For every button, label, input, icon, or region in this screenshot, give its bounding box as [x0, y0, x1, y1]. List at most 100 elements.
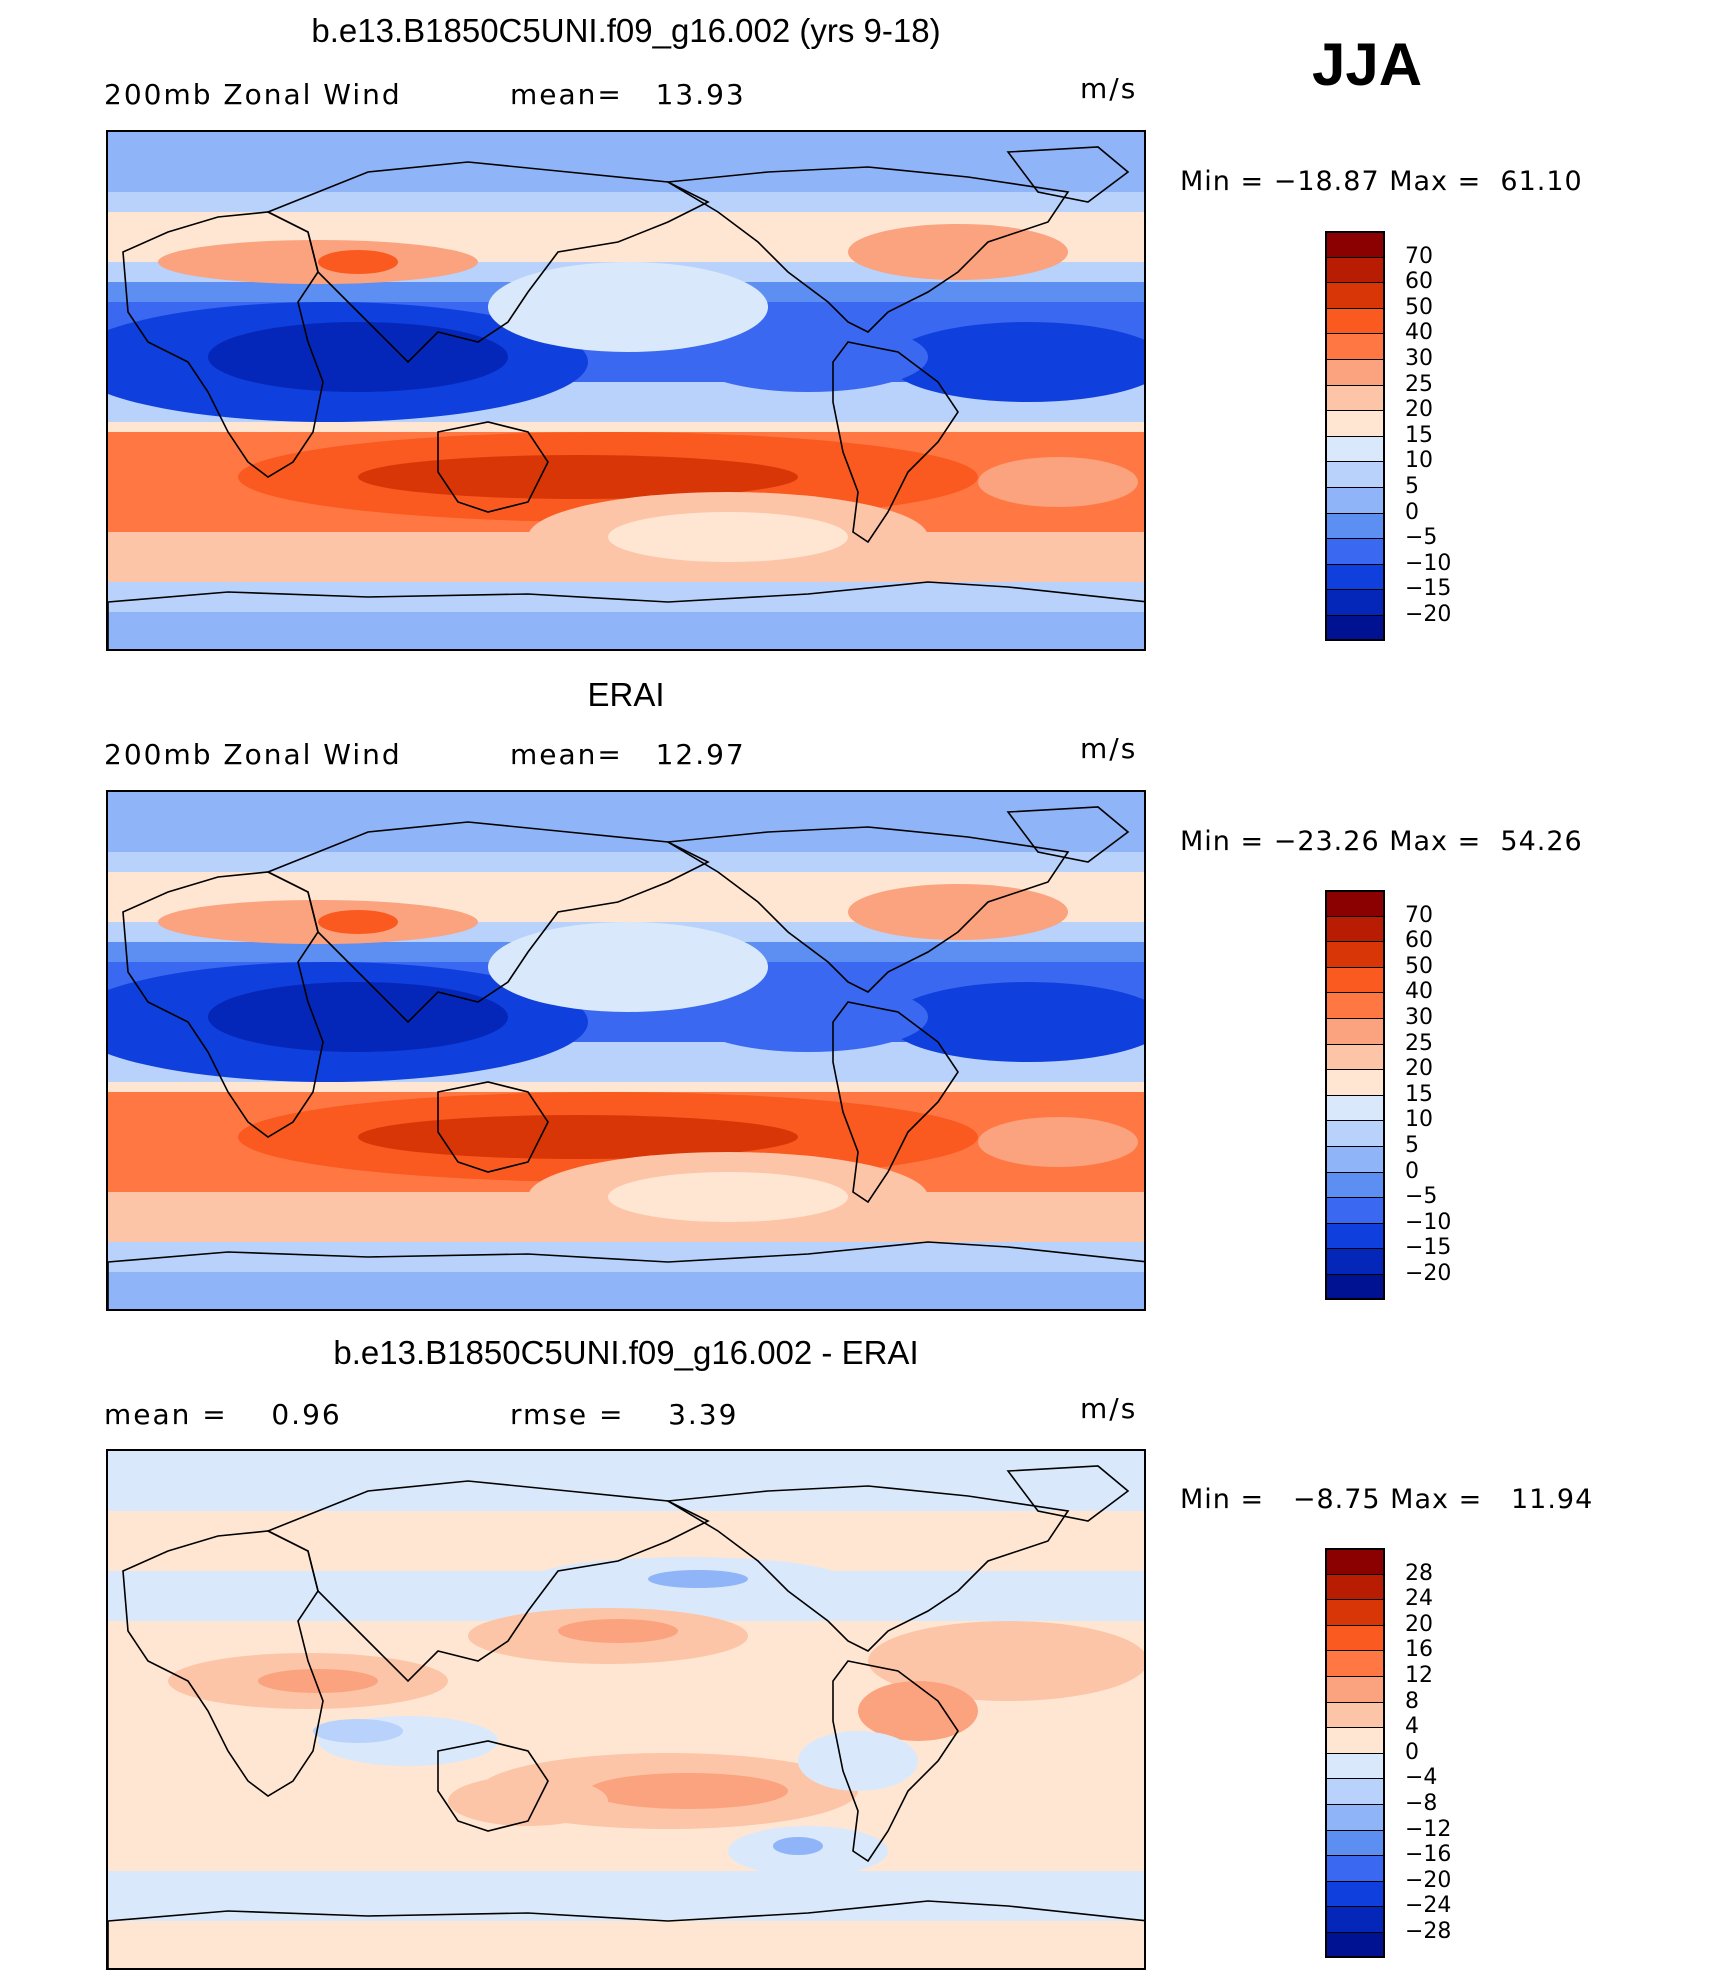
- colorbar-swatch: [1325, 1932, 1385, 1958]
- colorbar-swatch: [1325, 1906, 1385, 1932]
- colorbar-swatch: [1325, 282, 1385, 308]
- colorbar-swatch: [1325, 1548, 1385, 1574]
- colorbar-level-label: 0: [1405, 1158, 1419, 1184]
- colorbar-level-label: 12: [1405, 1663, 1433, 1688]
- colorbar-level-label: −24: [1405, 1893, 1452, 1919]
- map-field: [108, 792, 1144, 1309]
- colorbar-swatch: [1325, 461, 1385, 487]
- colorbar-level-label: 40: [1405, 320, 1433, 346]
- colorbar-level-label: −5: [1405, 525, 1438, 551]
- colorbar-level-label: 20: [1405, 397, 1433, 423]
- colorbar-level-label: 15: [1405, 422, 1433, 448]
- map-field: [108, 132, 1144, 649]
- panel3-min-max: Min = −8.75 Max = 11.94: [1180, 1484, 1594, 1515]
- colorbar-swatch: [1325, 1120, 1385, 1146]
- colorbar-level-label: 10: [1405, 448, 1433, 474]
- colorbar-level-label: 8: [1405, 1688, 1419, 1714]
- panel3-rmse-label: rmse = 3.39: [510, 1398, 739, 1431]
- colorbar-swatch: [1325, 1855, 1385, 1881]
- colorbar-level-label: 25: [1405, 371, 1433, 397]
- colorbar-swatch: [1325, 890, 1385, 916]
- colorbar-level-label: 10: [1405, 1107, 1433, 1133]
- colorbar-level-label: 30: [1405, 1005, 1433, 1030]
- colorbar-level-label: 30: [1405, 346, 1433, 371]
- colorbar-level-label: 5: [1405, 474, 1419, 499]
- colorbar-swatch: [1325, 1146, 1385, 1172]
- panel1-mean-label: mean= 13.93: [510, 78, 746, 111]
- colorbar-swatch: [1325, 915, 1385, 942]
- colorbar-swatch: [1325, 410, 1385, 436]
- colorbar-swatch: [1325, 941, 1385, 967]
- season-label: JJA: [1312, 31, 1423, 98]
- colorbar-swatch: [1325, 256, 1385, 283]
- colorbar-level-label: −20: [1405, 1867, 1452, 1893]
- colorbar-swatch: [1325, 615, 1385, 641]
- colorbar-swatch: [1325, 1778, 1385, 1804]
- colorbar-level-label: −8: [1405, 1791, 1438, 1816]
- colorbar-level-label: −16: [1405, 1842, 1452, 1868]
- colorbar-level-label: −10: [1405, 550, 1452, 576]
- panel1-title: b.e13.B1850C5UNI.f09_g16.002 (yrs 9-18): [311, 12, 941, 49]
- colorbar-swatch: [1325, 1069, 1385, 1095]
- panel2-variable-label: 200mb Zonal Wind: [104, 738, 402, 771]
- colorbar-swatch: [1325, 1752, 1385, 1779]
- colorbar-level-label: 24: [1405, 1586, 1433, 1612]
- colorbar-level-label: 0: [1405, 1739, 1419, 1765]
- colorbar-swatch: [1325, 307, 1385, 334]
- colorbar-swatch: [1325, 435, 1385, 462]
- colorbar-level-label: 20: [1405, 1056, 1433, 1082]
- colorbar-swatch: [1325, 512, 1385, 539]
- colorbar-swatch: [1325, 1171, 1385, 1198]
- colorbar-level-label: 16: [1405, 1637, 1433, 1663]
- panel1-units-label: m/s: [1080, 72, 1138, 105]
- colorbar-swatch: [1325, 359, 1385, 385]
- panel2-map: [106, 790, 1146, 1311]
- colorbar-level-label: −5: [1405, 1184, 1438, 1210]
- colorbar-level-label: 28: [1405, 1560, 1433, 1586]
- colorbar-level-label: 40: [1405, 979, 1433, 1005]
- colorbar-swatch: [1325, 1573, 1385, 1600]
- colorbar-swatch: [1325, 1727, 1385, 1753]
- colorbar-swatch: [1325, 1701, 1385, 1728]
- colorbar-level-label: −28: [1405, 1919, 1452, 1944]
- colorbar-level-label: −15: [1405, 1235, 1452, 1261]
- colorbar-level-label: 60: [1405, 269, 1433, 295]
- colorbar-level-label: −20: [1405, 1261, 1452, 1286]
- panel1-variable-label: 200mb Zonal Wind: [104, 78, 402, 111]
- colorbar-swatch: [1325, 487, 1385, 513]
- panel2-mean-label: mean= 12.97: [510, 738, 746, 771]
- colorbar-swatch: [1325, 1829, 1385, 1856]
- panel3-mean-label: mean = 0.96: [104, 1398, 342, 1431]
- colorbar-swatch: [1325, 563, 1385, 590]
- colorbar-swatch: [1325, 992, 1385, 1018]
- panel2-units-label: m/s: [1080, 732, 1138, 765]
- colorbar-level-label: −10: [1405, 1209, 1452, 1235]
- colorbar-level-label: −12: [1405, 1816, 1452, 1842]
- panel3-units-label: m/s: [1080, 1392, 1138, 1425]
- colorbar-level-label: −20: [1405, 602, 1452, 627]
- panel1-map: [106, 130, 1146, 651]
- colorbar-level-label: 25: [1405, 1030, 1433, 1056]
- colorbar-level-label: −4: [1405, 1765, 1438, 1791]
- colorbar-swatch: [1325, 1248, 1385, 1274]
- colorbar-swatch: [1325, 1804, 1385, 1830]
- colorbar-swatch: [1325, 538, 1385, 564]
- panel3-map: [106, 1449, 1146, 1970]
- colorbar-level-label: 5: [1405, 1133, 1419, 1158]
- colorbar-swatch: [1325, 1197, 1385, 1223]
- panel3-title: b.e13.B1850C5UNI.f09_g16.002 - ERAI: [333, 1334, 919, 1371]
- panel2-min-max: Min = −23.26 Max = 54.26: [1180, 826, 1583, 857]
- colorbar-swatch: [1325, 384, 1385, 411]
- colorbar-swatch: [1325, 1094, 1385, 1121]
- colorbar-swatch: [1325, 1676, 1385, 1702]
- colorbar-swatch: [1325, 1018, 1385, 1044]
- colorbar-level-label: 15: [1405, 1081, 1433, 1107]
- colorbar-swatch: [1325, 589, 1385, 615]
- colorbar-level-label: 60: [1405, 928, 1433, 954]
- colorbar-swatch: [1325, 966, 1385, 993]
- colorbar-swatch: [1325, 1599, 1385, 1625]
- colorbar-swatch: [1325, 1624, 1385, 1651]
- colorbar-swatch: [1325, 1222, 1385, 1249]
- colorbar-swatch: [1325, 1880, 1385, 1907]
- colorbar-level-label: 70: [1405, 243, 1433, 269]
